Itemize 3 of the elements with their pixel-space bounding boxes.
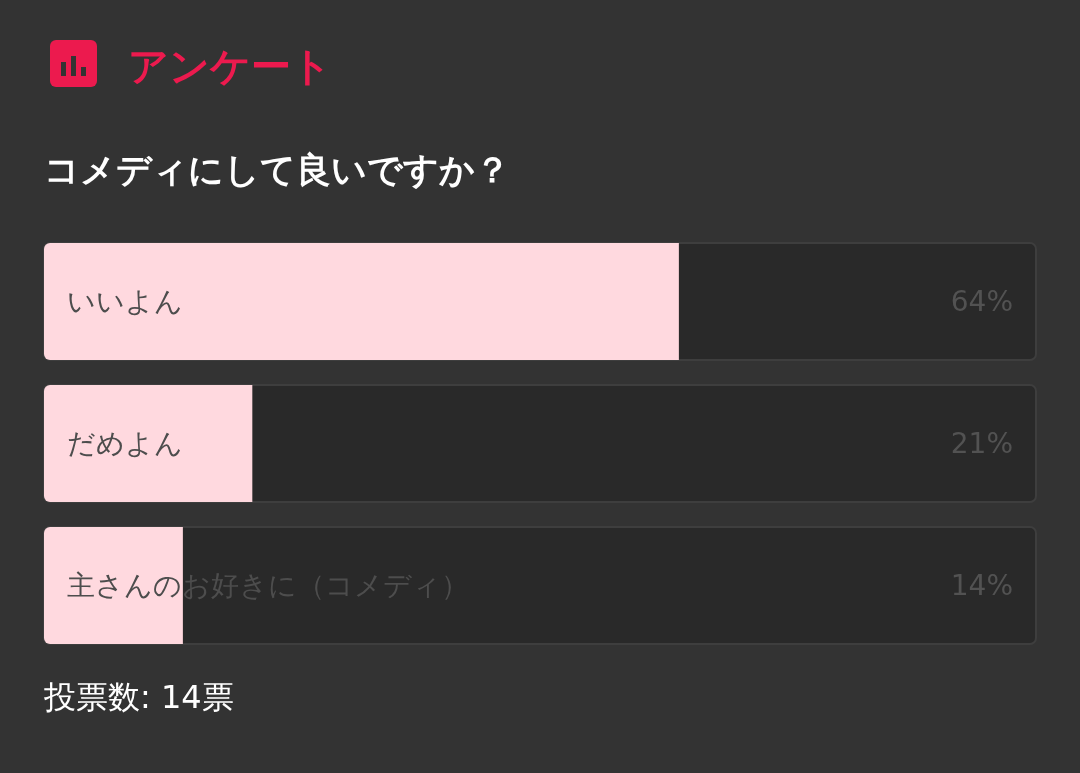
title: アンケート [128,43,332,89]
subtitle: コメディにして良いですか？ [44,150,510,190]
annotation: 投票数: 14票 [44,678,234,716]
